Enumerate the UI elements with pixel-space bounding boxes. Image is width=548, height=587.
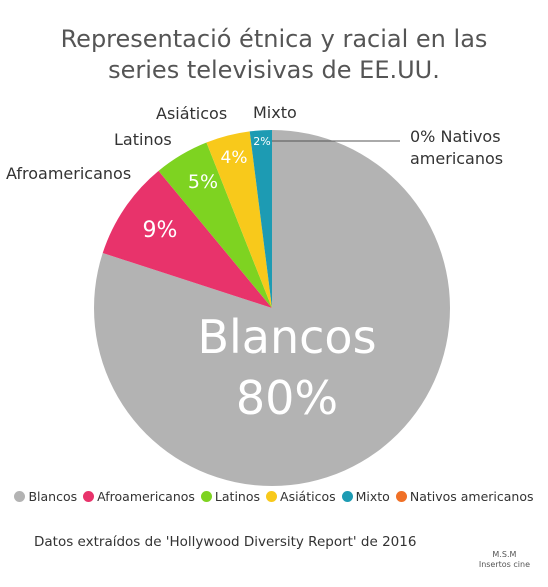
legend-swatch-mixto bbox=[341, 491, 353, 502]
legend-label-afroamericanos: Afroamericanos bbox=[97, 489, 195, 504]
pie-slice-latinos bbox=[158, 142, 272, 308]
legend-label-mixto: Mixto bbox=[355, 489, 390, 504]
credit-line-1: M.S.M bbox=[492, 550, 517, 559]
legend-item-mixto: Mixto bbox=[341, 489, 390, 504]
legend: Blancos Afroamericanos Latinos Asiáticos… bbox=[0, 489, 548, 504]
callout-latinos: Latinos bbox=[114, 130, 172, 149]
credit-line-2: Insertos cine bbox=[478, 560, 530, 569]
legend-swatch-asiaticos bbox=[266, 491, 278, 502]
data-label-blancos: 80% bbox=[236, 371, 338, 425]
data-label-afroamericanos: 9% bbox=[143, 218, 178, 243]
source-note: Datos extraídos de 'Hollywood Diversity … bbox=[34, 534, 417, 550]
legend-label-asiaticos: Asiáticos bbox=[280, 489, 336, 504]
pie-slice-afroamericanos bbox=[102, 170, 272, 308]
chart-title-line-2: series televisivas de EE.UU. bbox=[108, 56, 440, 84]
data-label-asiaticos: 4% bbox=[221, 148, 248, 168]
callout-nativos-line-1: 0% Nativos bbox=[410, 127, 501, 146]
pie-slices bbox=[93, 130, 450, 487]
legend-item-latinos: Latinos bbox=[200, 489, 261, 504]
legend-label-latinos: Latinos bbox=[214, 489, 261, 504]
callout-nativos-line-2: americanos bbox=[410, 149, 503, 168]
legend-label-nativos-americanos: Nativos americanos bbox=[409, 489, 534, 504]
chart-title-line-1: Representació étnica y racial en las bbox=[60, 25, 488, 53]
pie-slice-mixto bbox=[249, 130, 272, 308]
legend-swatch-afroamericanos bbox=[83, 491, 95, 502]
legend-swatch-nativos-americanos bbox=[395, 491, 407, 502]
data-label-mixto: 2% bbox=[253, 135, 270, 148]
legend-item-asiaticos: Asiáticos bbox=[266, 489, 336, 504]
callout-afroamericanos: Afroamericanos bbox=[6, 164, 131, 183]
legend-swatch-latinos bbox=[200, 491, 212, 502]
callout-mixto: Mixto bbox=[253, 103, 297, 122]
legend-item-blancos: Blancos bbox=[14, 489, 77, 504]
chart-title: Representació étnica y racial en las ser… bbox=[0, 24, 548, 86]
callout-asiaticos: Asiáticos bbox=[156, 104, 227, 123]
pie-slice-asi-ticos bbox=[206, 131, 272, 308]
data-label-latinos: 5% bbox=[188, 171, 218, 193]
slice-label-blancos: Blancos bbox=[197, 310, 376, 364]
credit: M.S.M Insertos cine bbox=[479, 550, 530, 570]
legend-label-blancos: Blancos bbox=[28, 489, 78, 504]
legend-item-afroamericanos: Afroamericanos bbox=[83, 489, 195, 504]
legend-item-nativos-americanos: Nativos americanos bbox=[395, 489, 534, 504]
legend-swatch-blancos bbox=[14, 491, 26, 502]
